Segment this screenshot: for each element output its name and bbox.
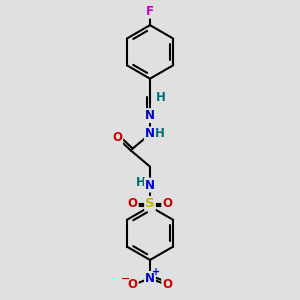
Text: H: H: [136, 176, 146, 189]
Text: O: O: [162, 197, 172, 210]
Text: H: H: [154, 128, 164, 140]
Text: H: H: [155, 91, 165, 103]
Text: O: O: [128, 197, 138, 210]
Text: −: −: [121, 274, 130, 284]
Text: N: N: [145, 109, 155, 122]
Text: +: +: [152, 267, 160, 277]
Text: N: N: [145, 178, 155, 192]
Text: O: O: [128, 278, 138, 291]
Text: S: S: [145, 197, 155, 210]
Text: O: O: [112, 131, 122, 144]
Text: N: N: [145, 272, 155, 285]
Text: F: F: [146, 5, 154, 18]
Text: O: O: [162, 278, 172, 291]
Text: N: N: [145, 128, 155, 140]
